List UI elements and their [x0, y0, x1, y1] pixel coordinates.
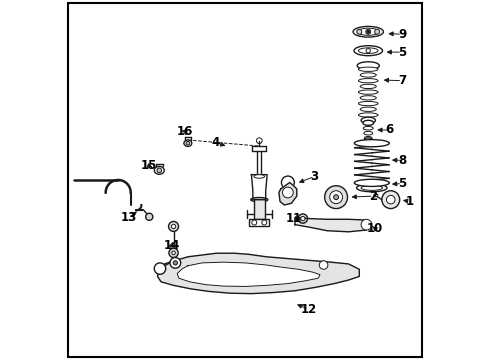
Ellipse shape [364, 131, 373, 135]
Polygon shape [157, 253, 359, 294]
Ellipse shape [358, 102, 378, 106]
Ellipse shape [354, 140, 390, 147]
Circle shape [283, 187, 293, 198]
Text: 2: 2 [369, 190, 378, 203]
Ellipse shape [354, 179, 390, 186]
Ellipse shape [360, 84, 376, 89]
Circle shape [170, 257, 181, 268]
Circle shape [319, 261, 328, 269]
Ellipse shape [358, 67, 378, 71]
Circle shape [173, 261, 177, 265]
Circle shape [367, 30, 369, 33]
Ellipse shape [157, 168, 162, 173]
Text: 1: 1 [405, 195, 414, 208]
Ellipse shape [357, 184, 387, 192]
FancyBboxPatch shape [249, 219, 270, 226]
Text: 3: 3 [311, 170, 319, 183]
Circle shape [172, 251, 175, 255]
Circle shape [172, 224, 176, 229]
Ellipse shape [254, 175, 265, 178]
Ellipse shape [363, 120, 373, 125]
Circle shape [262, 220, 267, 225]
Circle shape [298, 214, 308, 223]
Text: 11: 11 [286, 212, 302, 225]
Ellipse shape [361, 117, 375, 123]
Circle shape [366, 49, 370, 53]
Text: 14: 14 [164, 239, 180, 252]
Text: 6: 6 [386, 123, 394, 136]
Text: 4: 4 [212, 136, 220, 149]
Circle shape [334, 195, 339, 200]
Circle shape [357, 29, 362, 34]
Ellipse shape [358, 48, 378, 54]
Circle shape [330, 191, 343, 203]
Text: 5: 5 [398, 46, 406, 59]
Ellipse shape [361, 185, 383, 190]
Text: 5: 5 [398, 177, 406, 190]
Ellipse shape [360, 107, 376, 111]
Circle shape [169, 248, 178, 257]
Circle shape [301, 216, 305, 221]
Ellipse shape [251, 198, 268, 202]
Ellipse shape [353, 26, 383, 37]
Text: 9: 9 [398, 28, 406, 41]
Circle shape [361, 219, 372, 230]
Polygon shape [279, 183, 297, 205]
Circle shape [325, 186, 347, 208]
Text: 13: 13 [121, 211, 137, 224]
Polygon shape [251, 175, 267, 200]
Ellipse shape [360, 96, 376, 100]
Circle shape [281, 176, 294, 189]
Ellipse shape [358, 90, 378, 94]
FancyBboxPatch shape [253, 199, 265, 219]
Ellipse shape [256, 138, 262, 144]
Ellipse shape [364, 138, 372, 142]
Ellipse shape [358, 113, 378, 117]
Ellipse shape [358, 28, 379, 35]
Text: 8: 8 [398, 154, 406, 167]
Ellipse shape [154, 166, 164, 174]
Polygon shape [177, 262, 320, 287]
Circle shape [252, 220, 257, 225]
Ellipse shape [357, 62, 379, 69]
Ellipse shape [354, 46, 383, 56]
Ellipse shape [363, 126, 373, 130]
Text: 12: 12 [300, 303, 317, 316]
Ellipse shape [184, 140, 192, 147]
Circle shape [146, 213, 153, 220]
Ellipse shape [364, 136, 372, 140]
Circle shape [366, 29, 371, 34]
Ellipse shape [360, 73, 376, 77]
Text: 10: 10 [367, 222, 383, 235]
Ellipse shape [358, 78, 378, 83]
Circle shape [387, 195, 395, 204]
Ellipse shape [373, 194, 378, 197]
Text: 15: 15 [140, 159, 157, 172]
Circle shape [382, 191, 400, 208]
Text: 16: 16 [177, 125, 193, 138]
Circle shape [375, 29, 380, 34]
Ellipse shape [186, 141, 190, 145]
Circle shape [169, 221, 178, 231]
Polygon shape [295, 217, 368, 232]
Text: 7: 7 [398, 74, 406, 87]
Circle shape [154, 263, 166, 274]
